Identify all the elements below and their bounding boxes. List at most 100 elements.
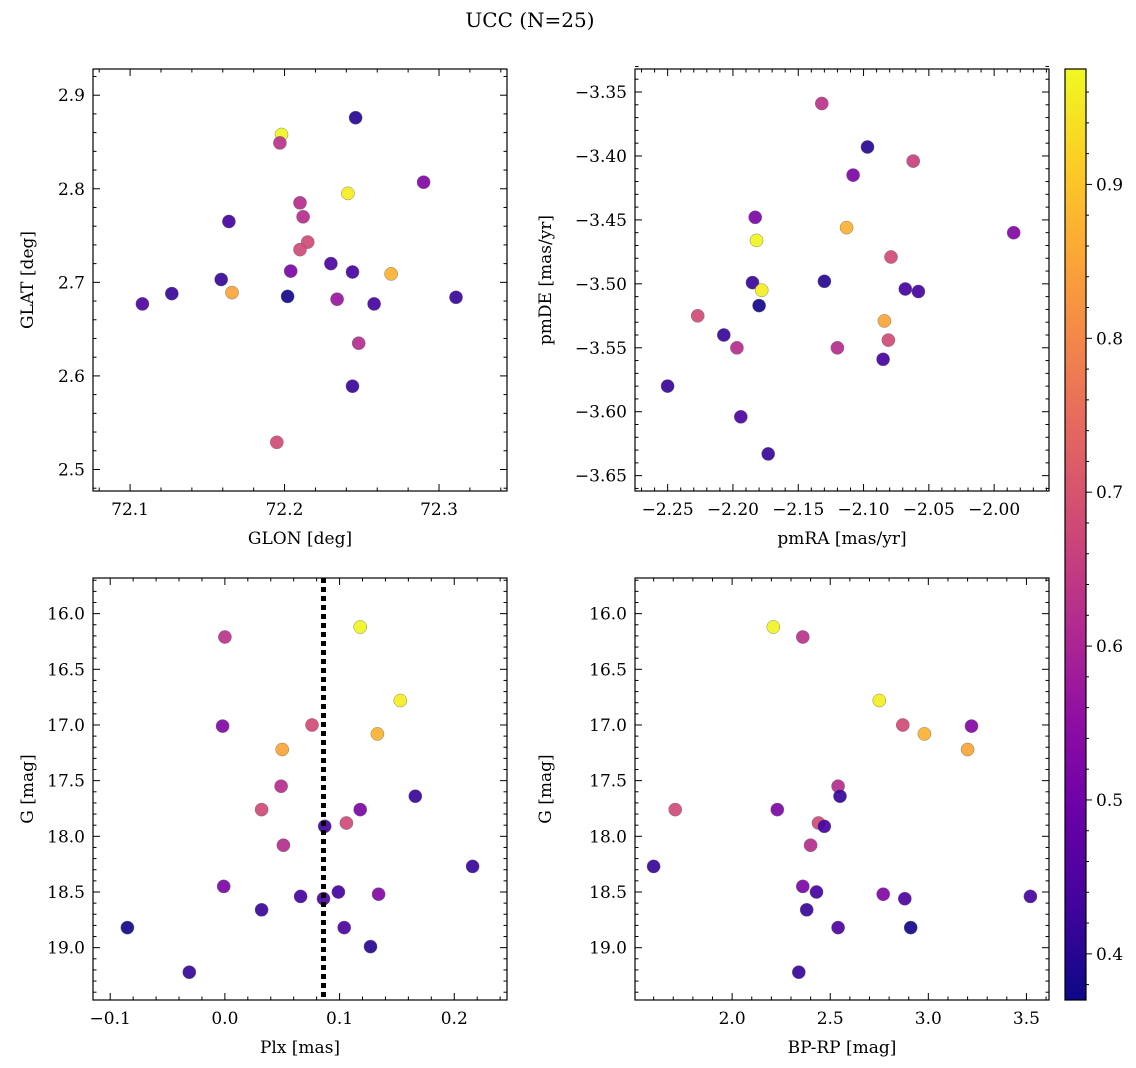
- x-tick-label: 0.2: [441, 1009, 468, 1029]
- y-axis-label: GLAT [deg]: [18, 231, 38, 329]
- x-axis-label: Plx [mas]: [260, 1038, 340, 1058]
- data-point: [367, 297, 381, 311]
- panel-plx-g: −0.1 0.0 0.1 0.2 16.0 16.5 17.0 17.5 18.0 18.5 19.…: [18, 577, 508, 1058]
- x-tick-label: 3.5: [1013, 1009, 1040, 1029]
- x-tick-label: −2.10: [837, 500, 889, 520]
- colorbar-gradient: [1064, 68, 1087, 1001]
- x-tick-label: 72.1: [111, 500, 149, 520]
- y-axis-label: G [mag]: [536, 754, 556, 823]
- data-point: [754, 283, 769, 298]
- y-axis-label: G [mag]: [18, 754, 38, 823]
- axes-frame: [634, 68, 1050, 492]
- data-point: [817, 274, 832, 289]
- data-point: [792, 965, 806, 980]
- data-point: [1006, 225, 1021, 240]
- y-tick-label: 16.0: [47, 605, 85, 625]
- data-point: [903, 920, 918, 935]
- data-point: [341, 186, 355, 201]
- data-point: [809, 885, 824, 899]
- x-tick-label: −2.05: [903, 500, 955, 520]
- data-point: [218, 630, 232, 644]
- y-tick-label: 16.5: [589, 660, 627, 680]
- colorbar-tick-label: 0.5: [1096, 791, 1123, 811]
- points-glon-glat: [135, 110, 463, 450]
- x-axis-label: GLON [deg]: [248, 529, 352, 549]
- data-point: [135, 297, 150, 311]
- data-point: [749, 233, 764, 248]
- colorbar: 0.4 0.5 0.6 0.7 0.8 0.9: [1064, 68, 1123, 1001]
- x-tick-label: 0.1: [326, 1009, 353, 1029]
- ticks-color-g: 2.0 2.5 3.0 3.5 16.0 16.5 17.0 17.5 18.0 18.5 19.0: [589, 578, 1049, 1029]
- ticks-plx-g: −0.1 0.0 0.1 0.2 16.0 16.5 17.0 17.5 18.0 18.5 19.…: [47, 578, 507, 1029]
- data-point: [164, 286, 179, 301]
- data-point: [273, 136, 287, 150]
- data-point: [803, 838, 818, 853]
- colorbar-tick-label: 0.8: [1096, 329, 1123, 349]
- data-point: [216, 879, 231, 894]
- axes-frame: [92, 68, 508, 492]
- data-point: [330, 292, 344, 307]
- y-tick-label: 16.5: [47, 660, 85, 680]
- y-tick-label: 18.0: [47, 827, 85, 847]
- data-point: [371, 887, 386, 902]
- y-axis-label: pmDE [mas/yr]: [536, 215, 556, 345]
- data-point: [1023, 889, 1038, 904]
- x-axis-label: BP-RP [mag]: [788, 1038, 897, 1058]
- data-point: [964, 719, 979, 733]
- data-point: [348, 110, 363, 125]
- y-tick-label: −3.60: [575, 403, 627, 423]
- axes-frame: [92, 577, 508, 1001]
- data-point: [416, 175, 431, 189]
- x-tick-label: −0.1: [90, 1009, 131, 1029]
- x-tick-label: 2.5: [817, 1009, 844, 1029]
- data-point: [305, 718, 319, 732]
- data-point: [898, 282, 913, 296]
- data-point: [896, 718, 910, 732]
- data-point: [815, 96, 829, 111]
- panel-glon-glat: 72.1 72.2 72.3 2.5 2.6 2.7 2.8 2.9 GLON [deg] GLA…: [18, 68, 508, 549]
- data-point: [745, 275, 760, 290]
- points-pm: [660, 96, 1021, 461]
- data-point: [293, 195, 307, 210]
- y-tick-label: −3.65: [575, 467, 627, 487]
- data-point: [275, 742, 290, 757]
- data-point: [846, 168, 860, 182]
- y-tick-label: 17.5: [589, 772, 627, 792]
- data-point: [274, 779, 288, 794]
- data-point: [280, 289, 295, 304]
- data-point: [752, 298, 766, 313]
- points-plx-g: [120, 620, 480, 980]
- data-point: [817, 819, 832, 834]
- y-tick-label: −3.45: [575, 211, 627, 231]
- data-point: [449, 290, 463, 305]
- data-point: [766, 620, 781, 634]
- x-tick-label: 72.2: [266, 500, 304, 520]
- data-point: [876, 887, 891, 902]
- data-point: [214, 272, 228, 287]
- data-point: [898, 891, 912, 906]
- data-point: [339, 816, 354, 830]
- points-color-g: [646, 620, 1038, 980]
- figure-title: UCC (N=25): [465, 8, 594, 32]
- y-tick-label: 18.5: [47, 883, 85, 903]
- data-point: [690, 308, 705, 323]
- data-point: [215, 719, 230, 733]
- data-point: [353, 620, 368, 634]
- x-tick-label: 0.0: [211, 1009, 238, 1029]
- x-tick-label: 3.0: [915, 1009, 942, 1029]
- data-point: [254, 802, 269, 817]
- x-tick-label: −2.25: [642, 500, 694, 520]
- data-point: [839, 220, 854, 235]
- colorbar-tick-label: 0.7: [1096, 483, 1123, 503]
- data-point: [331, 885, 346, 899]
- y-tick-label: −3.55: [575, 339, 627, 359]
- ticks-glon-glat: 72.1 72.2 72.3 2.5 2.6 2.7 2.8 2.9: [58, 69, 507, 520]
- x-tick-label: −2.00: [968, 500, 1020, 520]
- data-point: [384, 267, 398, 281]
- data-point: [668, 802, 683, 817]
- panel-color-g: 2.0 2.5 3.0 3.5 16.0 16.5 17.0 17.5 18.0 18.5 19.0…: [536, 577, 1050, 1058]
- data-point: [296, 209, 310, 224]
- data-point: [860, 140, 875, 154]
- y-tick-label: −3.50: [575, 275, 627, 295]
